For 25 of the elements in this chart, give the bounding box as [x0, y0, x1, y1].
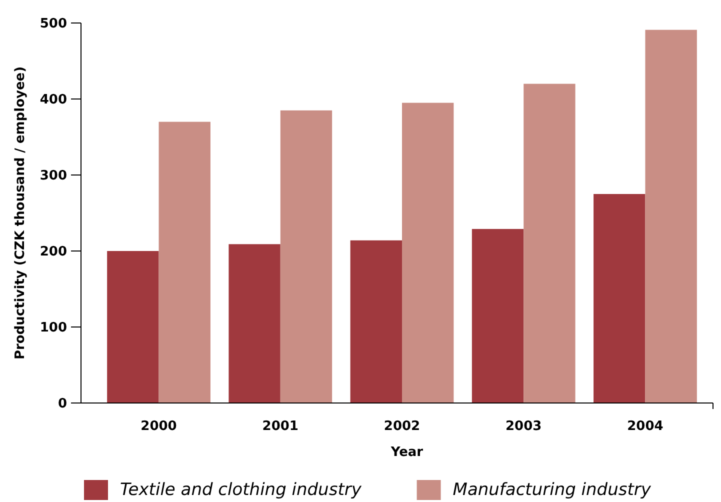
y-axis-title: Productivity (CZK thousand / employee): [13, 66, 28, 360]
x-axis-title: Year: [390, 445, 424, 460]
y-tick-label: 300: [40, 168, 67, 184]
x-tick-label: 2002: [384, 419, 420, 434]
bar: [107, 251, 159, 403]
x-tick-label: 2000: [140, 419, 177, 434]
x-tick-label: 2001: [262, 419, 298, 434]
bar: [350, 240, 402, 403]
bar: [402, 102, 454, 403]
y-tick-label: 400: [40, 92, 67, 108]
bar: [228, 244, 280, 403]
y-tick-label: 500: [40, 16, 67, 32]
x-tick-label: 2004: [627, 419, 664, 434]
bar: [280, 110, 332, 403]
bar: [594, 194, 646, 403]
y-tick-label: 100: [40, 320, 67, 336]
x-tick-label: 2003: [506, 419, 542, 434]
legend-label: Textile and clothing industry: [120, 480, 362, 500]
bar: [524, 84, 576, 403]
legend-label: Manufacturing industry: [452, 480, 652, 500]
bar: [472, 228, 524, 403]
y-tick-label: 200: [40, 244, 67, 260]
bar: [645, 30, 697, 403]
bar: [158, 122, 210, 403]
y-tick-label: 0: [58, 396, 67, 412]
